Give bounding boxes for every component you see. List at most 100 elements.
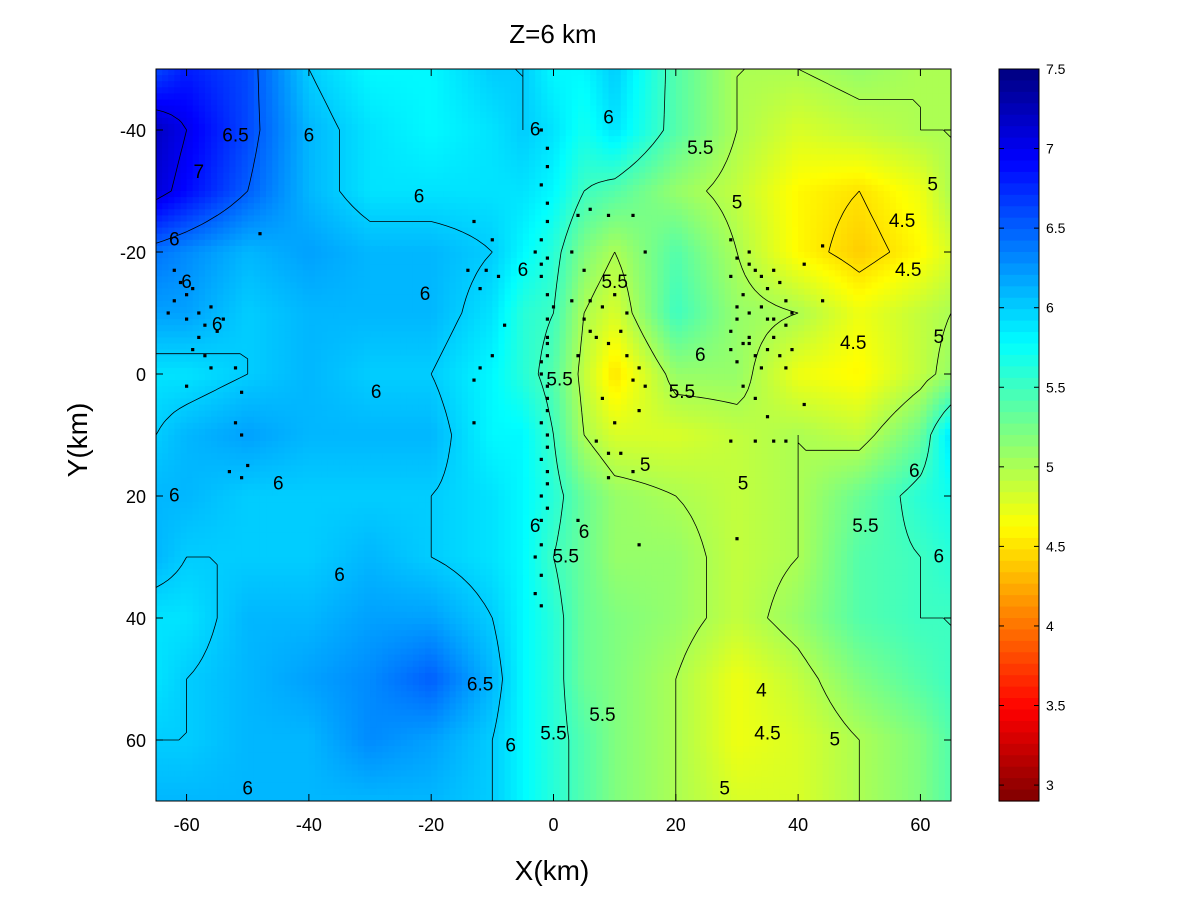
- heat-cell: [431, 93, 438, 101]
- heat-cell: [669, 264, 677, 271]
- heat-cell: [792, 178, 799, 186]
- heat-cell: [370, 197, 377, 204]
- heat-cell: [877, 130, 885, 137]
- heat-cell: [308, 221, 316, 229]
- heat-cell: [926, 294, 934, 302]
- heat-cell: [247, 294, 255, 302]
- heat-cell: [461, 184, 469, 192]
- heat-cell: [804, 288, 811, 296]
- heat-cell: [388, 69, 396, 76]
- heat-cell: [663, 81, 671, 88]
- heat-cell: [180, 252, 188, 259]
- heat-cell: [675, 117, 683, 125]
- heat-cell: [608, 245, 616, 253]
- heat-cell: [883, 81, 891, 88]
- heat-cell: [608, 123, 616, 131]
- heat-cell: [333, 172, 341, 180]
- heat-cell: [382, 75, 389, 82]
- heat-cell: [847, 105, 854, 113]
- heat-cell: [792, 288, 799, 296]
- heat-cell: [156, 252, 163, 259]
- heat-cell: [211, 227, 218, 235]
- heat-cell: [761, 233, 769, 241]
- heat-cell: [669, 81, 677, 88]
- heat-cell: [804, 252, 811, 259]
- heat-cell: [253, 233, 261, 241]
- heat-cell: [370, 136, 377, 143]
- heat-cell: [492, 270, 500, 277]
- heat-cell: [394, 184, 402, 192]
- heat-cell: [639, 294, 646, 302]
- heat-cell: [510, 227, 518, 235]
- heat-cell: [571, 87, 579, 94]
- heat-cell: [932, 288, 940, 296]
- heat-cell: [669, 75, 677, 82]
- heat-cell: [889, 203, 897, 210]
- heat-cell: [455, 197, 463, 204]
- heat-cell: [639, 178, 646, 186]
- heat-cell: [394, 221, 402, 229]
- heat-cell: [883, 142, 891, 149]
- heat-cell: [272, 197, 279, 204]
- heat-cell: [400, 203, 408, 210]
- heat-cell: [736, 154, 744, 162]
- heat-cell: [792, 154, 799, 162]
- heat-cell: [853, 239, 860, 247]
- heat-cell: [871, 172, 879, 180]
- heat-cell: [712, 215, 720, 223]
- heat-cell: [321, 123, 328, 131]
- heat-cell: [198, 130, 206, 137]
- heat-cell: [755, 245, 763, 253]
- heat-cell: [669, 245, 677, 253]
- heat-cell: [156, 148, 163, 155]
- heat-cell: [541, 172, 548, 180]
- heat-cell: [834, 252, 842, 259]
- heat-cell: [480, 239, 487, 247]
- heat-cell: [327, 160, 334, 168]
- heat-cell: [602, 276, 610, 284]
- heat-cell: [168, 178, 175, 186]
- heat-cell: [639, 245, 646, 253]
- heat-cell: [211, 215, 218, 223]
- heat-cell: [357, 117, 365, 125]
- heat-cell: [474, 252, 481, 259]
- heat-cell: [688, 184, 695, 192]
- heat-cell: [400, 197, 408, 204]
- heat-cell: [614, 258, 622, 265]
- heat-cell: [229, 239, 237, 247]
- heat-cell: [351, 197, 359, 204]
- heat-cell: [443, 93, 451, 101]
- heat-cell: [449, 111, 457, 119]
- heat-cell: [363, 184, 371, 192]
- heat-cell: [302, 209, 310, 216]
- heat-cell: [504, 209, 512, 216]
- heat-cell: [804, 166, 811, 174]
- heat-cell: [700, 221, 707, 229]
- heat-cell: [223, 209, 230, 216]
- heat-cell: [688, 111, 695, 119]
- heat-cell: [449, 178, 457, 186]
- heat-cell: [425, 215, 432, 223]
- heat-cell: [467, 75, 475, 82]
- heat-cell: [535, 154, 542, 162]
- heat-cell: [394, 252, 402, 259]
- heat-cell: [565, 258, 573, 265]
- heat-cell: [541, 191, 548, 198]
- heat-cell: [394, 142, 402, 149]
- heat-cell: [883, 203, 891, 210]
- heat-cell: [223, 154, 230, 162]
- heat-cell: [792, 130, 799, 137]
- heat-cell: [944, 123, 951, 131]
- heat-cell: [174, 276, 182, 284]
- heat-cell: [712, 288, 720, 296]
- heat-cell: [926, 148, 934, 155]
- heat-cell: [920, 184, 928, 192]
- heat-cell: [779, 154, 787, 162]
- heat-cell: [486, 178, 493, 186]
- heat-cell: [168, 87, 175, 94]
- heat-cell: [192, 111, 200, 119]
- heat-cell: [822, 270, 830, 277]
- heat-cell: [278, 75, 286, 82]
- heat-cell: [492, 117, 500, 125]
- heat-cell: [620, 166, 628, 174]
